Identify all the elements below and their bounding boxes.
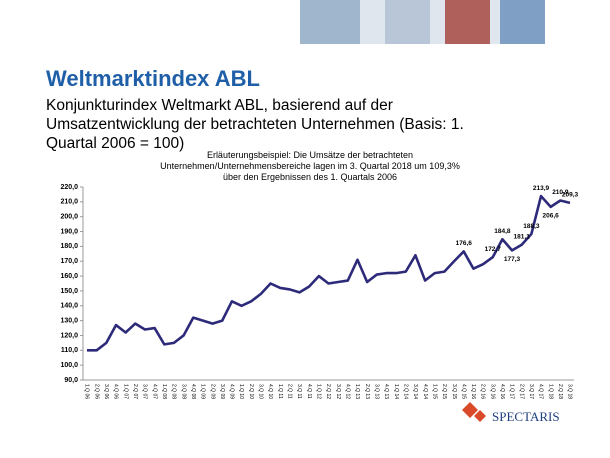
x-tick-label: 1.Q 16 xyxy=(470,384,476,399)
y-tick-label: 90,0 xyxy=(64,377,78,384)
x-tick-label: 2.Q 17 xyxy=(518,384,524,399)
x-tick-label: 1.Q 09 xyxy=(200,384,206,399)
annotation: Erläuterungsbeispiel: Die Umsätze der be… xyxy=(160,150,460,182)
x-tick-label: 3.Q 07 xyxy=(142,384,148,399)
y-tick-label: 190,0 xyxy=(60,228,78,235)
y-tick-label: 150,0 xyxy=(60,288,78,295)
x-tick-label: 2.Q 09 xyxy=(209,384,215,399)
y-tick-label: 120,0 xyxy=(60,332,78,339)
x-tick-label: 4.Q 07 xyxy=(151,384,157,399)
y-tick-label: 130,0 xyxy=(60,317,78,324)
x-tick-label: 1.Q 17 xyxy=(509,384,515,399)
x-tick-label: 1.Q 07 xyxy=(122,384,128,399)
x-tick-label: 2.Q 08 xyxy=(171,384,177,399)
x-tick-label: 2.Q 10 xyxy=(248,384,254,399)
chart-title: Weltmarktindex ABL xyxy=(46,66,260,91)
x-tick-label: 4.Q 11 xyxy=(306,384,312,399)
x-tick-label: 1.Q 10 xyxy=(238,384,244,399)
x-tick-label: 1.Q 11 xyxy=(277,384,283,399)
y-tick-label: 140,0 xyxy=(60,303,78,310)
x-tick-label: 1.Q 13 xyxy=(354,384,360,399)
x-tick-label: 4.Q 16 xyxy=(499,384,505,399)
x-tick-label: 3.Q 10 xyxy=(258,384,264,399)
chart-subtitle: Konjunkturindex Weltmarkt ABL, basierend… xyxy=(46,97,464,152)
data-line xyxy=(87,194,571,352)
x-tick-label: 4.Q 10 xyxy=(267,384,273,399)
x-tick-label: 4.Q 17 xyxy=(538,384,544,399)
data-label: 188,3 xyxy=(523,223,540,230)
data-label: 177,3 xyxy=(504,256,521,263)
data-label: 213,9 xyxy=(533,185,550,192)
data-label: 209,3 xyxy=(562,192,579,199)
x-tick-label: 3.Q 16 xyxy=(489,384,495,399)
x-tick-label: 2.Q 11 xyxy=(287,384,293,399)
x-tick-label: 4.Q 06 xyxy=(113,384,119,399)
x-tick-label: 4.Q 13 xyxy=(383,384,389,399)
x-tick-label: 1.Q 15 xyxy=(431,384,437,399)
data-label: 210,9 xyxy=(552,189,569,196)
x-tick-label: 4.Q 09 xyxy=(229,384,235,399)
data-label: 172,7 xyxy=(485,246,502,253)
x-tick-label: 3.Q 08 xyxy=(180,384,186,399)
x-tick-label: 2.Q 15 xyxy=(441,384,447,399)
x-tick-label: 4.Q 08 xyxy=(190,384,196,399)
data-label: 184,8 xyxy=(494,228,511,235)
y-tick-label: 220,0 xyxy=(60,184,78,191)
data-label: 181,1 xyxy=(514,233,531,240)
x-tick-label: 1.Q 06 xyxy=(84,384,90,399)
y-tick-label: 100,0 xyxy=(60,362,78,369)
y-tick-label: 170,0 xyxy=(60,258,78,265)
logo-text: SPECTARIS xyxy=(492,409,560,424)
x-tick-label: 1.Q 12 xyxy=(316,384,322,399)
header-photo xyxy=(500,0,545,44)
x-tick-label: 1.Q 14 xyxy=(393,384,399,399)
x-tick-label: 3.Q 09 xyxy=(219,384,225,399)
x-tick-label: 4.Q 14 xyxy=(422,384,428,399)
y-tick-label: 180,0 xyxy=(60,243,78,250)
x-tick-label: 3.Q 18 xyxy=(567,384,573,399)
x-tick-label: 2.Q 18 xyxy=(557,384,563,399)
x-tick-label: 1.Q 18 xyxy=(547,384,553,399)
y-tick-label: 110,0 xyxy=(61,347,78,354)
x-tick-label: 2.Q 14 xyxy=(402,384,408,399)
x-tick-label: 1.Q 08 xyxy=(161,384,167,399)
x-tick-label: 3.Q 12 xyxy=(335,384,341,399)
data-label: 206,6 xyxy=(543,213,560,220)
data-label: 176,6 xyxy=(456,240,473,247)
x-tick-label: 2.Q 06 xyxy=(93,384,99,399)
logo-mark xyxy=(462,402,486,422)
x-tick-label: 2.Q 16 xyxy=(480,384,486,399)
header-photo xyxy=(445,0,490,44)
x-tick-label: 3.Q 11 xyxy=(296,384,302,399)
x-tick-label: 3.Q 06 xyxy=(103,384,109,399)
x-tick-label: 3.Q 15 xyxy=(451,384,457,399)
y-tick-label: 200,0 xyxy=(60,214,78,221)
x-tick-label: 2.Q 13 xyxy=(364,384,370,399)
header-photo xyxy=(385,0,430,44)
x-tick-label: 3.Q 13 xyxy=(373,384,379,399)
x-tick-label: 2.Q 07 xyxy=(132,384,138,399)
x-tick-label: 4.Q 12 xyxy=(344,384,350,399)
x-tick-label: 4.Q 15 xyxy=(460,384,466,399)
y-tick-label: 160,0 xyxy=(60,273,78,280)
x-tick-label: 3.Q 17 xyxy=(528,384,534,399)
y-tick-label: 210,0 xyxy=(60,199,78,206)
x-tick-label: 3.Q 14 xyxy=(412,384,418,399)
x-tick-label: 2.Q 12 xyxy=(325,384,331,399)
header-photo xyxy=(300,0,360,44)
